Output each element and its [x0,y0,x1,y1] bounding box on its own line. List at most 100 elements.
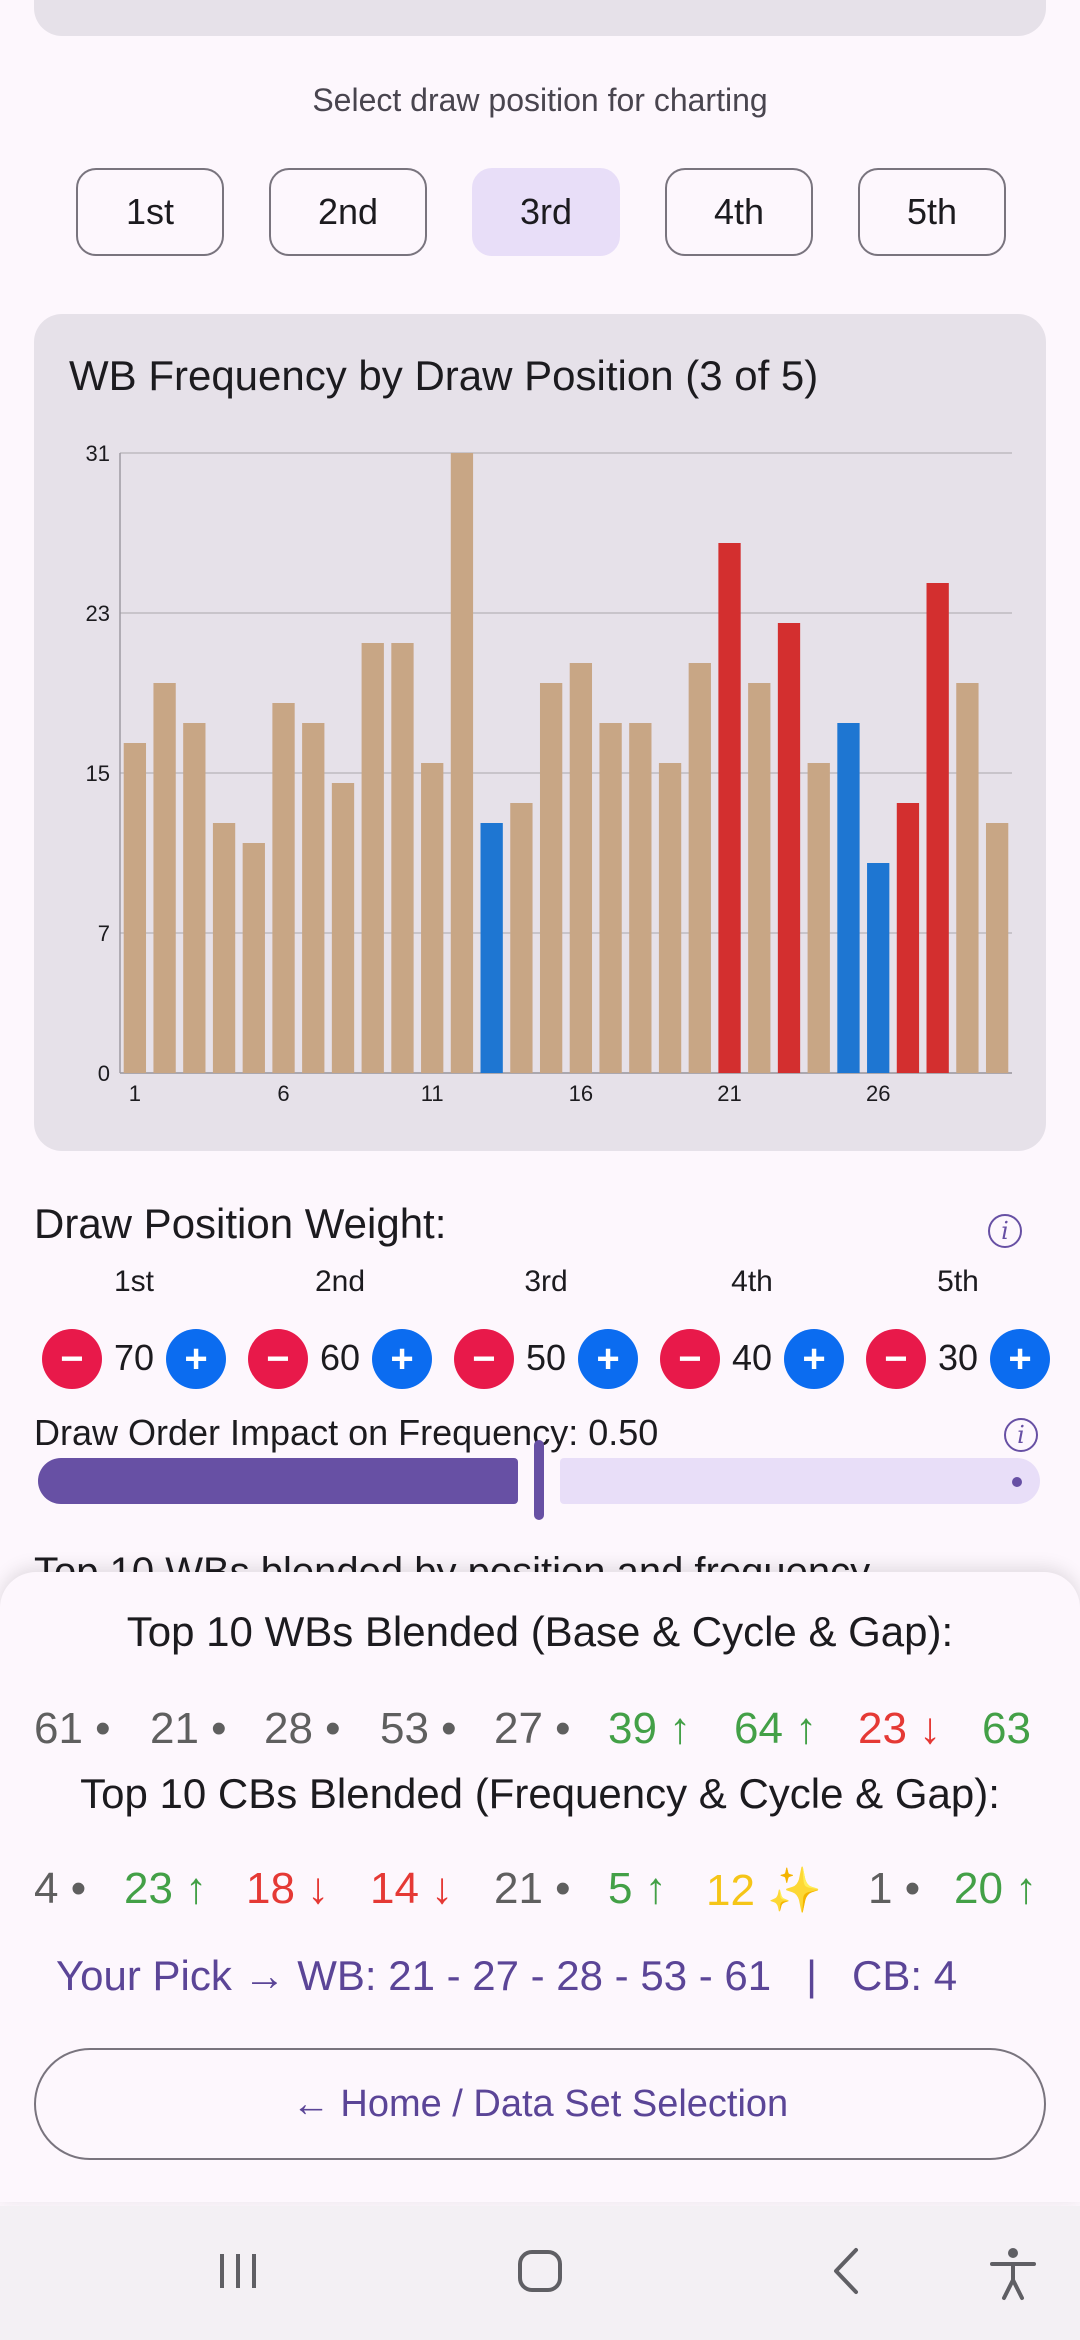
increase-1st-button[interactable]: + [166,1329,226,1389]
bar-27 [896,803,920,1073]
bar-24 [807,763,830,1073]
bar-23 [777,623,801,1073]
bar-3 [183,723,206,1073]
select-position-label: Select draw position for charting [312,82,768,118]
position-button-4th[interactable]: 4th [665,168,813,256]
back-icon[interactable] [822,2246,872,2296]
position-button-1st[interactable]: 1st [76,168,224,256]
bar-1 [123,743,147,1073]
chart-title: WB Frequency by Draw Position (3 of 5) [69,352,819,399]
decrease-2nd-button[interactable]: − [248,1329,308,1389]
wb-number: 63 [982,1704,1031,1753]
decrease-5th-button[interactable]: − [866,1329,926,1389]
weight-value-5th: 30 [937,1337,979,1378]
x-tick-label: 11 [421,1081,444,1106]
increase-3rd-button[interactable]: + [578,1329,638,1389]
cb-number: 20 ↑ [954,1864,1038,1913]
wb-number: 61 • [34,1704,111,1753]
cb-number: 23 ↑ [124,1864,208,1913]
weight-5th: 5th − 30 + [858,1265,1058,1389]
weight-3rd: 3rd − 50 + [446,1265,646,1389]
bar-2 [153,683,176,1073]
decrease-4th-button[interactable]: − [660,1329,720,1389]
cb-number: 4 • [34,1864,87,1913]
y-tick-label: 7 [98,921,110,946]
weight-label-1st: 1st [113,1265,155,1298]
bar-22 [748,683,771,1073]
wb-results-title: Top 10 WBs Blended (Base & Cycle & Gap): [126,1608,954,1655]
position-button-5th[interactable]: 5th [858,168,1006,256]
increase-4th-button[interactable]: + [784,1329,844,1389]
impact-slider[interactable] [38,1440,1040,1520]
cb-number-row: 4 • 23 ↑ 18 ↓ 14 ↓ 21 • 5 ↑ 12 ✨ 1 • 20 … [34,1864,1046,1924]
accessibility-icon[interactable] [988,2246,1038,2302]
decrease-3rd-button[interactable]: − [454,1329,514,1389]
bar-21 [718,543,741,1073]
bar-19 [658,763,682,1073]
cb-number: 14 ↓ [370,1864,454,1913]
slider-active-track [38,1458,518,1504]
wb-number-row: 61 • 21 • 28 • 53 • 27 • 39 ↑ 64 ↑ 23 ↓ … [34,1704,1046,1764]
home-icon[interactable] [515,2246,565,2296]
wb-number: 21 • [150,1704,227,1753]
home-data-set-button[interactable]: ← Home / Data Set Selection [34,2048,1046,2160]
cb-number: 12 ✨ [706,1866,822,1915]
weight-label-5th: 5th [937,1265,979,1298]
cb-number: 1 • [868,1864,921,1913]
recent-apps-icon[interactable] [214,2246,264,2296]
wb-number: 23 ↓ [858,1704,942,1753]
slider-thumb[interactable] [534,1440,544,1520]
decrease-1st-button[interactable]: − [42,1329,102,1389]
bar-30 [985,823,1009,1073]
increase-2nd-button[interactable]: + [372,1329,432,1389]
bar-18 [629,723,652,1073]
bar-6 [272,703,295,1073]
weight-value-3rd: 50 [525,1337,567,1378]
bar-12 [450,453,474,1073]
y-tick-label: 15 [86,761,110,786]
bar-14 [510,803,533,1073]
weight-label-2nd: 2nd [314,1265,366,1298]
weight-value-1st: 70 [113,1337,155,1378]
x-tick-label: 21 [717,1081,741,1106]
bar-5 [242,843,265,1073]
bar-16 [569,663,593,1073]
wb-number: 28 • [264,1704,341,1753]
weight-info-icon[interactable]: i [988,1214,1022,1248]
weight-label-3rd: 3rd [524,1265,568,1298]
chart-card: WB Frequency by Draw Position (3 of 5) 0… [34,314,1046,1151]
impact-label: Draw Order Impact on Frequency: 0.50 [34,1412,659,1453]
bar-29 [956,683,979,1073]
slider-stop-indicator [1012,1477,1022,1487]
y-tick-label: 23 [86,601,110,626]
bar-8 [331,783,355,1073]
bar-15 [539,683,563,1073]
weight-4th: 4th − 40 + [652,1265,852,1389]
x-tick-label: 26 [866,1081,890,1106]
position-button-3rd[interactable]: 3rd [472,168,620,256]
wb-number: 39 ↑ [608,1704,692,1753]
bar-20 [688,663,711,1073]
weight-1st: 1st − 70 + [34,1265,234,1389]
weight-2nd: 2nd − 60 + [240,1265,440,1389]
x-tick-label: 6 [277,1081,289,1106]
wb-number: 27 • [494,1704,571,1753]
increase-5th-button[interactable]: + [990,1329,1050,1389]
system-nav-bar [0,2206,1080,2340]
bar-11 [421,763,444,1073]
cb-results-title: Top 10 CBs Blended (Frequency & Cycle & … [80,1770,1000,1817]
bar-9 [361,643,384,1073]
bar-28 [926,583,949,1073]
weight-value-2nd: 60 [319,1337,361,1378]
bar-26 [867,863,890,1073]
bar-10 [391,643,414,1073]
position-selector: 1st 2nd 3rd 4th 5th [76,168,1006,258]
cb-number: 18 ↓ [246,1864,330,1913]
wb-number: 64 ↑ [734,1704,818,1753]
position-button-2nd[interactable]: 2nd [269,168,427,256]
bar-25 [837,723,860,1073]
your-pick-summary: Your Pick → WB: 21 - 27 - 28 - 53 - 61 |… [56,1952,958,1999]
weight-controls: 1st − 70 + 2nd − 60 + 3rd − 50 + 4th − 4… [34,1265,1050,1389]
impact-info-icon[interactable]: i [1004,1418,1038,1452]
